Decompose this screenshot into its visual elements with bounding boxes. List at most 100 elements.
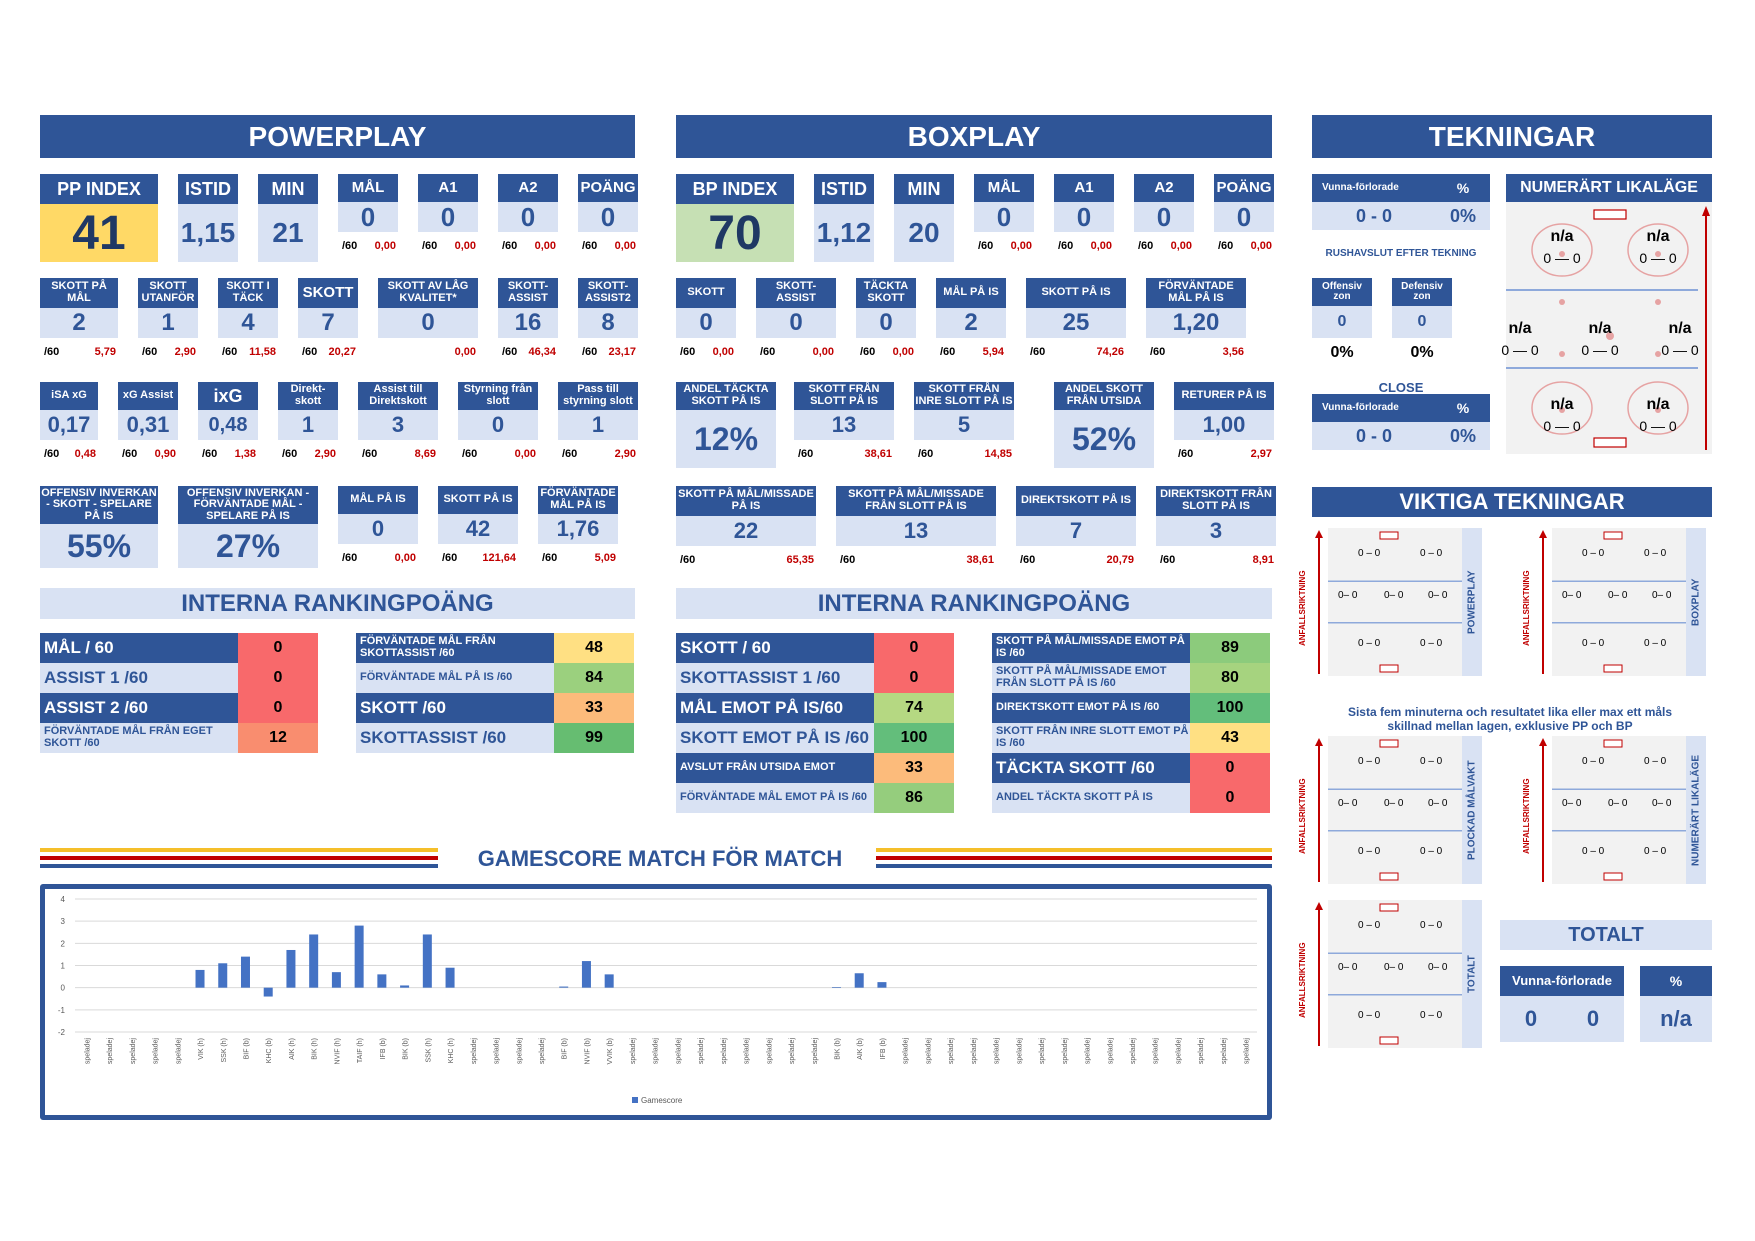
powerplay-r1-4-per60: /60 0,00 bbox=[418, 240, 478, 254]
powerplay-r1-0: PP INDEX 41 bbox=[40, 174, 158, 262]
pp-rank-left-value-2: 0 bbox=[238, 693, 318, 723]
x-tick-label: speladej bbox=[1175, 1038, 1182, 1065]
bar-13 bbox=[377, 974, 387, 988]
stripes-right bbox=[876, 848, 1272, 868]
x-tick-label: speladej bbox=[175, 1038, 182, 1065]
vk-plockad-direction-label: ANFALLSRIKTNING bbox=[1298, 778, 1307, 854]
bp-rank-left-value-4: 33 bbox=[874, 753, 954, 783]
boxplay-r1-1-header: ISTID bbox=[814, 174, 874, 204]
boxplay-r1-4-per60-value: 0,00 bbox=[1090, 240, 1112, 252]
boxplay-r3-1-per60: /60 38,61 bbox=[794, 448, 894, 462]
pp-rank-left-value-0: 0 bbox=[238, 633, 318, 663]
x-tick-label: speladej bbox=[744, 1038, 751, 1065]
vk-powerplay-score-1-0: 0– 0 bbox=[1338, 590, 1358, 601]
vk-boxplay-direction-label: ANFALLSRIKTNING bbox=[1522, 570, 1531, 646]
boxplay-r4-3: DIREKTSKOTT FRÅN SLOTT PÅ IS 3 bbox=[1156, 486, 1276, 546]
boxplay-r2-3-header: MÅL PÅ IS bbox=[936, 278, 1006, 308]
boxplay-r1-4-per60: /60 0,00 bbox=[1054, 240, 1114, 254]
boxplay-r1-1-value: 1,12 bbox=[814, 204, 874, 262]
boxplay-r3-4-per60-value: 2,97 bbox=[1250, 448, 1272, 460]
x-tick-label: speladej bbox=[1244, 1038, 1251, 1065]
vk-numlik-direction-label: ANFALLSRIKTNING bbox=[1522, 778, 1531, 854]
x-tick-label: speladej bbox=[971, 1038, 978, 1065]
viktiga-note: Sista fem minuterna och resultatet lika … bbox=[1347, 705, 1673, 733]
powerplay-r1-4-per60-label: /60 bbox=[422, 240, 438, 252]
x-tick-label: AIK (h) bbox=[289, 1038, 296, 1060]
bp-rank-right-value-2: 100 bbox=[1190, 693, 1270, 723]
powerplay-r1-3: MÅL 0 bbox=[338, 174, 398, 232]
rink-spot-score-1: 0 — 0 bbox=[1639, 250, 1677, 266]
powerplay-r2-1-per60-value: 2,90 bbox=[174, 346, 196, 358]
bar-22 bbox=[581, 961, 591, 988]
boxplay-r3-2: SKOTT FRÅN INRE SLOTT PÅ IS 5 bbox=[914, 382, 1014, 440]
powerplay-r2-3-value: 7 bbox=[298, 308, 358, 338]
powerplay-r4-3-header: SKOTT PÅ IS bbox=[438, 486, 518, 514]
vk-boxplay-score-0-1: 0 – 0 bbox=[1644, 548, 1667, 559]
powerplay-r2-0-header: SKOTT PÅ MÅL bbox=[40, 278, 118, 308]
bp-rank-left-label-3: SKOTT EMOT PÅ IS /60 bbox=[676, 723, 874, 753]
powerplay-r2-4: SKOTT AV LÅG KVALITET* 0 bbox=[378, 278, 478, 338]
boxplay-r1-5-value: 0 bbox=[1134, 202, 1194, 232]
boxplay-r4-1-value: 13 bbox=[836, 516, 996, 546]
boxplay-r2-3-per60-value: 5,94 bbox=[982, 346, 1004, 358]
boxplay-r4-0-per60: /60 65,35 bbox=[676, 554, 816, 568]
boxplay-r2-3-per60: /60 5,94 bbox=[936, 346, 1006, 360]
powerplay-r3-1-per60-label: /60 bbox=[122, 448, 138, 460]
close-score: 0 - 0 bbox=[1312, 422, 1436, 450]
powerplay-r1-1-value: 1,15 bbox=[178, 204, 238, 262]
powerplay-r3-0-per60: /60 0,48 bbox=[40, 448, 98, 462]
vk-totalt-score-1-2: 0– 0 bbox=[1428, 962, 1448, 973]
powerplay-r3-2: ixG 0,48 bbox=[198, 382, 258, 440]
pp-rank-right-label-1: FÖRVÄNTADE MÅL PÅ IS /60 bbox=[356, 663, 554, 693]
x-tick-label: speladej bbox=[925, 1038, 932, 1065]
boxplay-r4-2: DIREKTSKOTT PÅ IS 7 bbox=[1016, 486, 1136, 546]
x-tick-label: speladej bbox=[84, 1038, 91, 1065]
vk-totalt-score-0-0: 0 – 0 bbox=[1358, 920, 1381, 931]
powerplay-r4-4-header: FÖRVÄNTADE MÅL PÅ IS bbox=[538, 486, 618, 514]
powerplay-r4-4-per60-label: /60 bbox=[542, 552, 558, 564]
x-tick-label: speladej bbox=[903, 1038, 910, 1065]
powerplay-r4-0-header: OFFENSIV INVERKAN - SKOTT - SPELARE PÅ I… bbox=[40, 486, 158, 524]
pp-rank-left-label-1: ASSIST 1 /60 bbox=[40, 663, 238, 693]
boxplay-r1-2: MIN 20 bbox=[894, 174, 954, 262]
close-pct-label: % bbox=[1436, 394, 1490, 422]
powerplay-r2-2-value: 4 bbox=[218, 308, 278, 338]
close-vf-label: Vunna-förlorade bbox=[1312, 394, 1436, 422]
vk-powerplay-direction-label: ANFALLSRIKTNING bbox=[1298, 570, 1307, 646]
rink-graphic bbox=[1506, 206, 1710, 450]
boxplay-r3-1-per60-value: 38,61 bbox=[864, 448, 892, 460]
x-tick-label: IFB (b) bbox=[380, 1038, 387, 1059]
boxplay-r2-1-per60-label: /60 bbox=[760, 346, 776, 358]
boxplay-r2-5-per60-value: 3,56 bbox=[1222, 346, 1244, 358]
bp-rank-right-value-5: 0 bbox=[1190, 783, 1270, 813]
powerplay-r3-2-value: 0,48 bbox=[198, 410, 258, 440]
bar-12 bbox=[354, 925, 364, 988]
powerplay-r1-6-header: POÄNG bbox=[578, 174, 638, 202]
boxplay-r3-4-header: RETURER PÅ IS bbox=[1174, 382, 1274, 410]
vk-plockad-score-1-2: 0– 0 bbox=[1428, 798, 1448, 809]
boxplay-r2-5-header: FÖRVÄNTADE MÅL PÅ IS bbox=[1146, 278, 1246, 308]
x-tick-label: speladej bbox=[494, 1038, 501, 1065]
x-tick-label: BIK (h) bbox=[312, 1038, 319, 1060]
boxplay-r4-2-value: 7 bbox=[1016, 516, 1136, 546]
off-zone-label: Offensiv zon bbox=[1312, 278, 1372, 306]
boxplay-r2-5-per60: /60 3,56 bbox=[1146, 346, 1246, 360]
rink-spot-na-1: n/a bbox=[1646, 228, 1670, 245]
powerplay-r2-4-per60: 0,00 bbox=[378, 346, 478, 360]
powerplay-r4-3-per60-value: 121,64 bbox=[482, 552, 516, 564]
boxplay-r2-1-per60: /60 0,00 bbox=[756, 346, 836, 360]
pp-rank-right-value-1: 84 bbox=[554, 663, 634, 693]
powerplay-r1-3-per60-label: /60 bbox=[342, 240, 358, 252]
bar-7 bbox=[240, 956, 250, 988]
powerplay-r2-2-per60-value: 11,58 bbox=[249, 346, 276, 358]
x-tick-label: speladej bbox=[130, 1038, 137, 1065]
boxplay-r1-6-value: 0 bbox=[1214, 202, 1274, 232]
gamescore-svg: 4 3 2 1 0 -1 -2 speladej speladej speladej spelade… bbox=[58, 895, 1257, 1105]
boxplay-r4-0-value: 22 bbox=[676, 516, 816, 546]
bar-34 bbox=[854, 973, 864, 988]
powerplay-r4-1-header: OFFENSIV INVERKAN - FÖRVÄNTADE MÅL - SPE… bbox=[178, 486, 318, 524]
bp-rank-left-label-5: FÖRVÄNTADE MÅL EMOT PÅ IS /60 bbox=[676, 783, 874, 813]
bar-35 bbox=[877, 982, 887, 988]
boxplay-r1-2-value: 20 bbox=[894, 204, 954, 262]
vk-powerplay-graphic bbox=[1328, 531, 1462, 673]
